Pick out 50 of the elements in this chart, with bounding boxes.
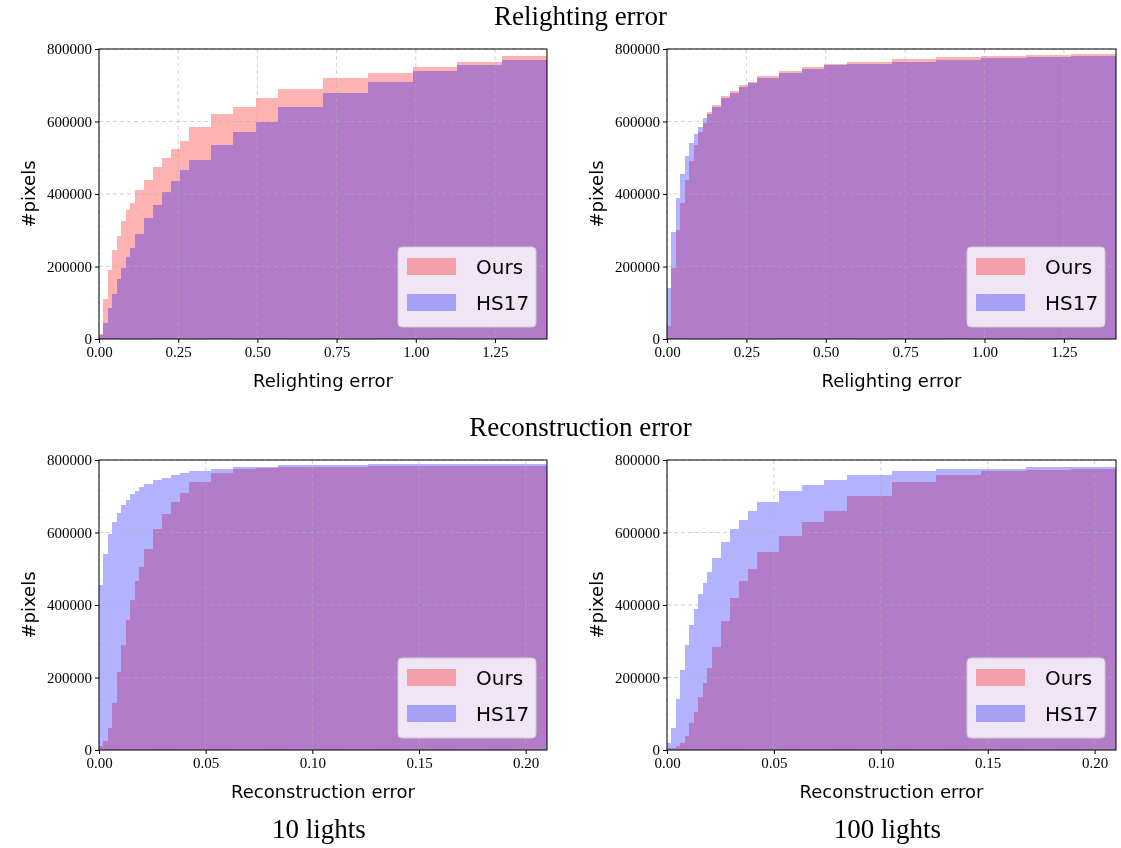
x-axis-title: Reconstruction error — [799, 781, 985, 802]
text: 10 lights — [272, 814, 366, 844]
y-axis-title: #pixels — [18, 160, 39, 228]
x-tick-label: 0.25 — [165, 343, 192, 360]
y-tick-label: 600000 — [47, 113, 92, 130]
x-tick-label: 0.20 — [1081, 754, 1109, 771]
x-tick-label: 0.15 — [406, 754, 433, 771]
legend-label: HS17 — [476, 291, 530, 315]
x-tick-label: 0.05 — [193, 754, 220, 771]
y-axis-title: #pixels — [586, 160, 607, 228]
chart-title: Reconstruction error — [469, 412, 692, 442]
y-tick-label: 600000 — [615, 524, 660, 541]
x-axis-title: Reconstruction error — [230, 781, 416, 802]
y-tick-label: 200000 — [47, 258, 92, 275]
chart-title: Relighting error — [493, 1, 668, 31]
x-tick-label: 1.25 — [482, 343, 509, 360]
x-tick-label: 0.25 — [733, 343, 760, 360]
y-tick-label: 600000 — [615, 113, 660, 130]
y-tick-label: 200000 — [47, 669, 92, 686]
y-tick-label: 200000 — [615, 258, 660, 275]
y-tick-label: 400000 — [47, 186, 92, 203]
y-axis-title: #pixels — [586, 571, 607, 639]
y-tick-label: 400000 — [615, 186, 660, 203]
x-tick-label: 0.05 — [761, 754, 788, 771]
text: 100 lights — [833, 814, 942, 844]
y-axis-title: #pixels — [18, 571, 39, 639]
x-axis-title: Relighting error — [821, 370, 962, 391]
x-tick-label: 1.25 — [1051, 343, 1078, 360]
y-tick-label: 800000 — [615, 452, 660, 469]
x-tick-label: 0.10 — [299, 754, 326, 771]
x-tick-label: 0.75 — [323, 343, 351, 360]
x-tick-label: 0.50 — [813, 343, 840, 360]
y-tick-label: 200000 — [615, 669, 660, 686]
x-tick-label: 0.75 — [892, 343, 919, 360]
x-axis-title: Relighting error — [253, 370, 394, 391]
x-tick-label: 1.00 — [971, 343, 999, 360]
x-tick-label: 0.50 — [244, 343, 272, 360]
y-tick-label: 400000 — [47, 597, 92, 614]
y-tick-label: 400000 — [615, 597, 660, 614]
legend-label: Ours — [1045, 255, 1093, 279]
y-tick-label: 800000 — [47, 452, 92, 469]
y-tick-label: 600000 — [47, 524, 92, 541]
x-tick-label: 0.15 — [975, 754, 1002, 771]
legend-label: Ours — [476, 255, 524, 279]
y-tick-label: 800000 — [47, 41, 92, 58]
x-tick-label: 1.00 — [403, 343, 430, 360]
legend-label: HS17 — [1045, 291, 1099, 315]
y-tick-label: 800000 — [615, 41, 660, 58]
x-tick-label: 0.10 — [868, 754, 895, 771]
x-tick-label: 0.20 — [513, 754, 540, 771]
